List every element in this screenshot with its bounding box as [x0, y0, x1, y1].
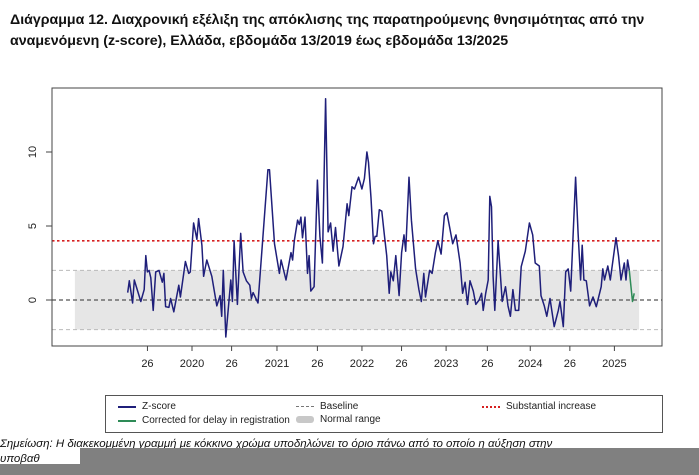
- legend-item-corrected: Corrected for delay in registration: [118, 415, 290, 426]
- zscore-series-line: [126, 97, 631, 338]
- legend-item-normal: Normal range: [296, 414, 381, 425]
- zscore-chart: 0 5 10 26 2020 26 2021 26 2022 26 2023 26 2024 26 2025: [27, 87, 663, 370]
- x-tick-label: 2021: [265, 358, 289, 370]
- zscore-swatch: [118, 405, 136, 408]
- legend-item-baseline: Baseline: [296, 401, 358, 412]
- corrected-series-line: [628, 270, 635, 303]
- substantial-swatch: [482, 405, 500, 408]
- legend: Z-score Corrected for delay in registrat…: [105, 395, 663, 433]
- note-line-2: υποβαθ: [0, 453, 40, 465]
- grey-overlay-bottom: [0, 464, 699, 475]
- x-tick-label: 26: [481, 358, 493, 370]
- legend-item-zscore: Z-score: [118, 401, 176, 412]
- legend-item-substantial: Substantial increase: [482, 401, 596, 412]
- note-label: Σημείωση:: [0, 438, 53, 450]
- y-tick-label: 5: [27, 223, 39, 229]
- legend-label-zscore: Z-score: [142, 401, 176, 412]
- chart-title: Διάγραμμα 12. Διαχρονική εξέλιξη της από…: [10, 12, 645, 49]
- legend-label-baseline: Baseline: [320, 401, 359, 412]
- x-tick-label: 2025: [602, 358, 626, 370]
- baseline-swatch: [296, 406, 314, 407]
- corrected-swatch: [118, 419, 136, 422]
- x-tick-label: 2022: [350, 358, 374, 370]
- legend-label-normal: Normal range: [320, 414, 381, 425]
- x-tick-label: 26: [141, 358, 153, 370]
- note-text: Η διακεκομμένη γραμμή με κόκκινο χρώμα υ…: [52, 438, 553, 450]
- note: Σημείωση: Η διακεκομμένη γραμμή με κόκκι…: [0, 438, 552, 450]
- x-tick-label: 26: [564, 358, 576, 370]
- x-tick-label: 2023: [434, 358, 458, 370]
- plot-frame: [51, 87, 663, 347]
- x-tick-label: 26: [395, 358, 407, 370]
- y-tick-label: 10: [27, 146, 39, 158]
- normal-range-swatch: [296, 416, 314, 423]
- x-tick-label: 26: [311, 358, 323, 370]
- legend-label-corrected: Corrected for delay in registration: [142, 415, 290, 426]
- x-tick-label: 2020: [180, 358, 204, 370]
- x-tick-label: 2024: [518, 358, 542, 370]
- x-tick-label: 26: [225, 358, 237, 370]
- y-tick-label: 0: [27, 297, 39, 303]
- legend-label-substantial: Substantial increase: [506, 401, 597, 412]
